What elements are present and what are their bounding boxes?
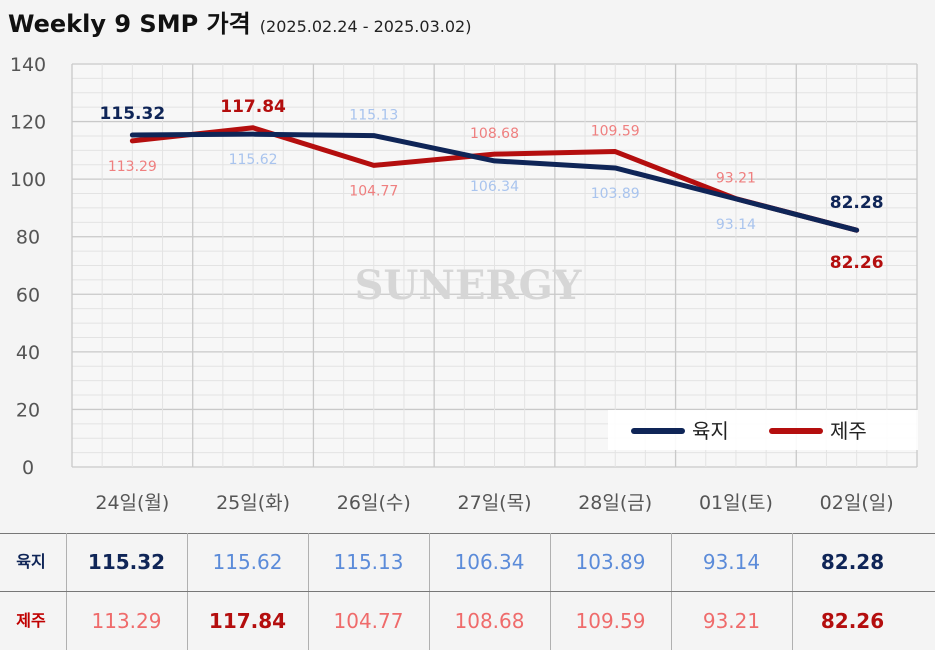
legend: 육지 제주 bbox=[608, 410, 918, 450]
legend-label: 육지 bbox=[692, 419, 729, 443]
series-lines bbox=[129, 125, 860, 233]
data-labels: 115.32 115.62 115.13 106.34 103.89 93.14 82.28… bbox=[100, 97, 884, 273]
data-label: 109.59 bbox=[591, 124, 640, 140]
chart-subtitle: (2025.02.24 - 2025.03.02) bbox=[259, 17, 472, 36]
table-cell: 115.62 bbox=[212, 550, 283, 574]
table-column-separator bbox=[550, 592, 551, 650]
data-label: 82.26 bbox=[830, 253, 884, 273]
table-cell: 82.26 bbox=[820, 609, 885, 633]
data-label: 117.84 bbox=[220, 97, 286, 117]
y-tick-label: 100 bbox=[10, 169, 46, 191]
table-cell: 106.34 bbox=[454, 550, 525, 574]
y-tick-label: 60 bbox=[16, 284, 40, 306]
y-tick-label: 120 bbox=[10, 112, 46, 134]
table-cell: 93.14 bbox=[702, 550, 761, 574]
data-label: 104.77 bbox=[349, 183, 398, 199]
x-tick-label: 25일(화) bbox=[216, 492, 290, 514]
table-cell: 108.68 bbox=[454, 609, 525, 633]
data-label: 82.28 bbox=[830, 193, 884, 213]
row-label: 제주 bbox=[16, 611, 46, 630]
table-column-separator bbox=[187, 592, 188, 650]
x-tick-label: 28일(금) bbox=[578, 492, 652, 514]
x-tick-label: 27일(목) bbox=[458, 492, 532, 514]
table-column-separator bbox=[308, 592, 309, 650]
table-cell: 109.59 bbox=[575, 609, 646, 633]
table-column-separator bbox=[671, 592, 672, 650]
table-column-separator bbox=[671, 533, 672, 591]
y-tick-label: 0 bbox=[22, 457, 34, 479]
chart-title-block: Weekly 9 SMP 가격 (2025.02.24 - 2025.03.02… bbox=[8, 4, 471, 39]
data-label: 103.89 bbox=[591, 186, 640, 202]
table-cell: 103.89 bbox=[575, 550, 646, 574]
table-cell: 104.77 bbox=[333, 609, 404, 633]
y-axis: 0 20 40 60 80 100 120 140 bbox=[10, 54, 46, 479]
watermark: SUNERGY bbox=[355, 262, 582, 309]
table-column-separator bbox=[66, 533, 67, 591]
table-column-separator bbox=[187, 533, 188, 591]
data-label: 115.13 bbox=[349, 108, 398, 124]
chart-title: Weekly 9 SMP 가격 bbox=[8, 10, 251, 38]
y-tick-label: 140 bbox=[10, 54, 46, 76]
data-label: 93.14 bbox=[716, 217, 756, 233]
x-tick-label: 01일(토) bbox=[699, 492, 773, 514]
table-cell: 93.21 bbox=[702, 609, 761, 633]
y-tick-label: 40 bbox=[16, 342, 40, 364]
table-cell: 115.32 bbox=[87, 550, 166, 574]
y-tick-label: 80 bbox=[16, 227, 40, 249]
series-line-yukji bbox=[129, 131, 860, 233]
x-tick-label: 02일(일) bbox=[820, 492, 894, 514]
table-column-separator bbox=[792, 592, 793, 650]
table-row-yukji: 육지 115.32 115.62 115.13 106.34 103.89 93.14 82… bbox=[0, 533, 935, 591]
x-tick-label: 26일(수) bbox=[337, 492, 411, 514]
y-tick-label: 20 bbox=[16, 399, 40, 421]
data-label: 108.68 bbox=[470, 126, 519, 142]
row-label: 육지 bbox=[16, 552, 46, 571]
data-label: 113.29 bbox=[108, 159, 157, 175]
table-column-separator bbox=[429, 592, 430, 650]
table-column-separator bbox=[66, 592, 67, 650]
data-label: 93.21 bbox=[716, 171, 756, 187]
data-label: 115.62 bbox=[229, 152, 278, 168]
table-cell: 113.29 bbox=[91, 609, 162, 633]
table-column-separator bbox=[792, 533, 793, 591]
x-axis: 24일(월) 25일(화) 26일(수) 27일(목) 28일(금) 01일(토) 02일(… bbox=[95, 492, 893, 514]
table-cell: 117.84 bbox=[208, 609, 287, 633]
table-top-border bbox=[0, 533, 935, 534]
table-column-separator bbox=[429, 533, 430, 591]
table-cell: 115.13 bbox=[333, 550, 404, 574]
table-middle-border bbox=[0, 591, 935, 592]
table-column-separator bbox=[550, 533, 551, 591]
table-cell: 82.28 bbox=[820, 550, 885, 574]
data-label: 106.34 bbox=[470, 179, 519, 195]
table-column-separator bbox=[308, 533, 309, 591]
legend-label: 제주 bbox=[830, 419, 867, 443]
table-row-jeju: 제주 113.29 117.84 104.77 108.68 109.59 93.21 82… bbox=[0, 592, 935, 650]
data-label: 115.32 bbox=[100, 104, 166, 124]
x-tick-label: 24일(월) bbox=[95, 492, 169, 514]
